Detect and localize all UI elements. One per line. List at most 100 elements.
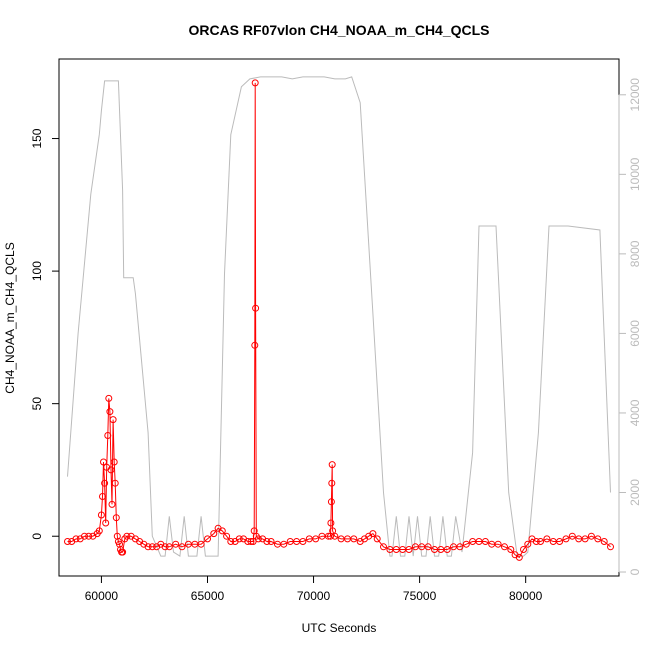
data-point (327, 519, 335, 527)
data-point (251, 79, 259, 87)
data-point (456, 543, 464, 551)
data-point (204, 535, 211, 543)
data-point (254, 535, 262, 543)
data-point (101, 479, 109, 487)
data-point (600, 538, 608, 545)
data-point (507, 546, 515, 553)
data-point (501, 543, 508, 551)
data-point (197, 540, 205, 548)
data-point (562, 535, 570, 543)
data-point (218, 527, 226, 535)
x-tick-label: 60000 (85, 589, 119, 603)
data-point (109, 416, 117, 424)
x-tick-label: 75000 (403, 589, 437, 603)
data-point (581, 535, 589, 543)
data-point (104, 432, 112, 439)
data-point (244, 538, 252, 545)
data-point (235, 535, 243, 543)
data-point (594, 535, 602, 543)
x-axis-label: UTC Seconds (302, 621, 377, 635)
data-point (532, 538, 540, 545)
data-point (102, 519, 110, 527)
data-point (405, 546, 413, 553)
data-point (327, 498, 335, 506)
y-tick-label: 150 (30, 128, 44, 148)
data-point (380, 543, 387, 551)
data-point (443, 546, 451, 553)
data-point (108, 500, 116, 508)
y2-tick-label: 6000 (628, 320, 642, 347)
chart-title: ORCAS RF07vlon CH4_NOAA_m_CH4_QCLS (188, 22, 489, 38)
data-point (172, 540, 180, 548)
data-point (328, 479, 336, 487)
data-point (81, 532, 88, 540)
data-point (64, 538, 71, 545)
y-tick-label: 100 (30, 261, 44, 281)
data-point (328, 461, 336, 469)
y2-tick-label: 0 (628, 568, 642, 575)
data-point (267, 538, 275, 545)
data-point (178, 543, 186, 551)
data-point (144, 543, 152, 551)
data-point (247, 538, 255, 545)
y2-tick-label: 2000 (628, 479, 642, 506)
data-point (607, 543, 614, 551)
y-tick-label: 50 (30, 397, 44, 411)
data-point (494, 540, 502, 548)
data-point (112, 514, 120, 522)
data-point (556, 538, 564, 545)
data-point (520, 546, 527, 553)
data-point (210, 530, 218, 538)
data-point (123, 532, 131, 540)
data-point (107, 466, 115, 474)
data-point (263, 538, 271, 545)
data-point (537, 538, 544, 545)
data-point (72, 535, 80, 543)
data-point (95, 527, 103, 535)
data-point (252, 304, 260, 312)
data-point (148, 543, 156, 551)
data-point (568, 532, 576, 540)
primary-series (64, 79, 614, 561)
data-point (280, 540, 288, 548)
secondary-series (67, 76, 611, 557)
data-point (119, 548, 127, 556)
data-point (85, 532, 93, 540)
data-point (524, 540, 532, 548)
data-point (251, 341, 259, 349)
y-tick-label: 0 (30, 533, 44, 540)
data-point (299, 538, 307, 545)
x-tick-label: 80000 (509, 589, 543, 603)
data-point (100, 458, 107, 466)
data-point (106, 408, 114, 416)
data-point (165, 543, 173, 551)
y2-tick-label: 12000 (628, 78, 642, 112)
data-point (113, 532, 121, 540)
secondary-series-line (67, 76, 611, 557)
y2-tick-label: 10000 (628, 157, 642, 191)
data-point (543, 535, 551, 543)
data-point (97, 511, 105, 519)
data-point (223, 532, 231, 540)
data-point (462, 540, 470, 548)
primary-series-line (67, 82, 611, 559)
data-point (161, 543, 169, 551)
data-point (105, 394, 113, 402)
x-tick-label: 65000 (191, 589, 225, 603)
data-point (116, 540, 123, 548)
data-point (99, 493, 106, 500)
y2-tick-label: 4000 (628, 399, 642, 426)
data-point (312, 535, 320, 543)
y-axis: 0 50 100 150 (30, 128, 60, 540)
data-point (369, 530, 377, 538)
y2-tick-label: 8000 (628, 240, 642, 267)
data-point (331, 532, 339, 540)
data-point (373, 535, 381, 543)
data-point (587, 532, 595, 540)
data-point (227, 538, 235, 545)
x-axis: 60000 65000 70000 75000 80000 (85, 575, 543, 603)
data-point (424, 543, 432, 551)
data-point (110, 458, 118, 466)
